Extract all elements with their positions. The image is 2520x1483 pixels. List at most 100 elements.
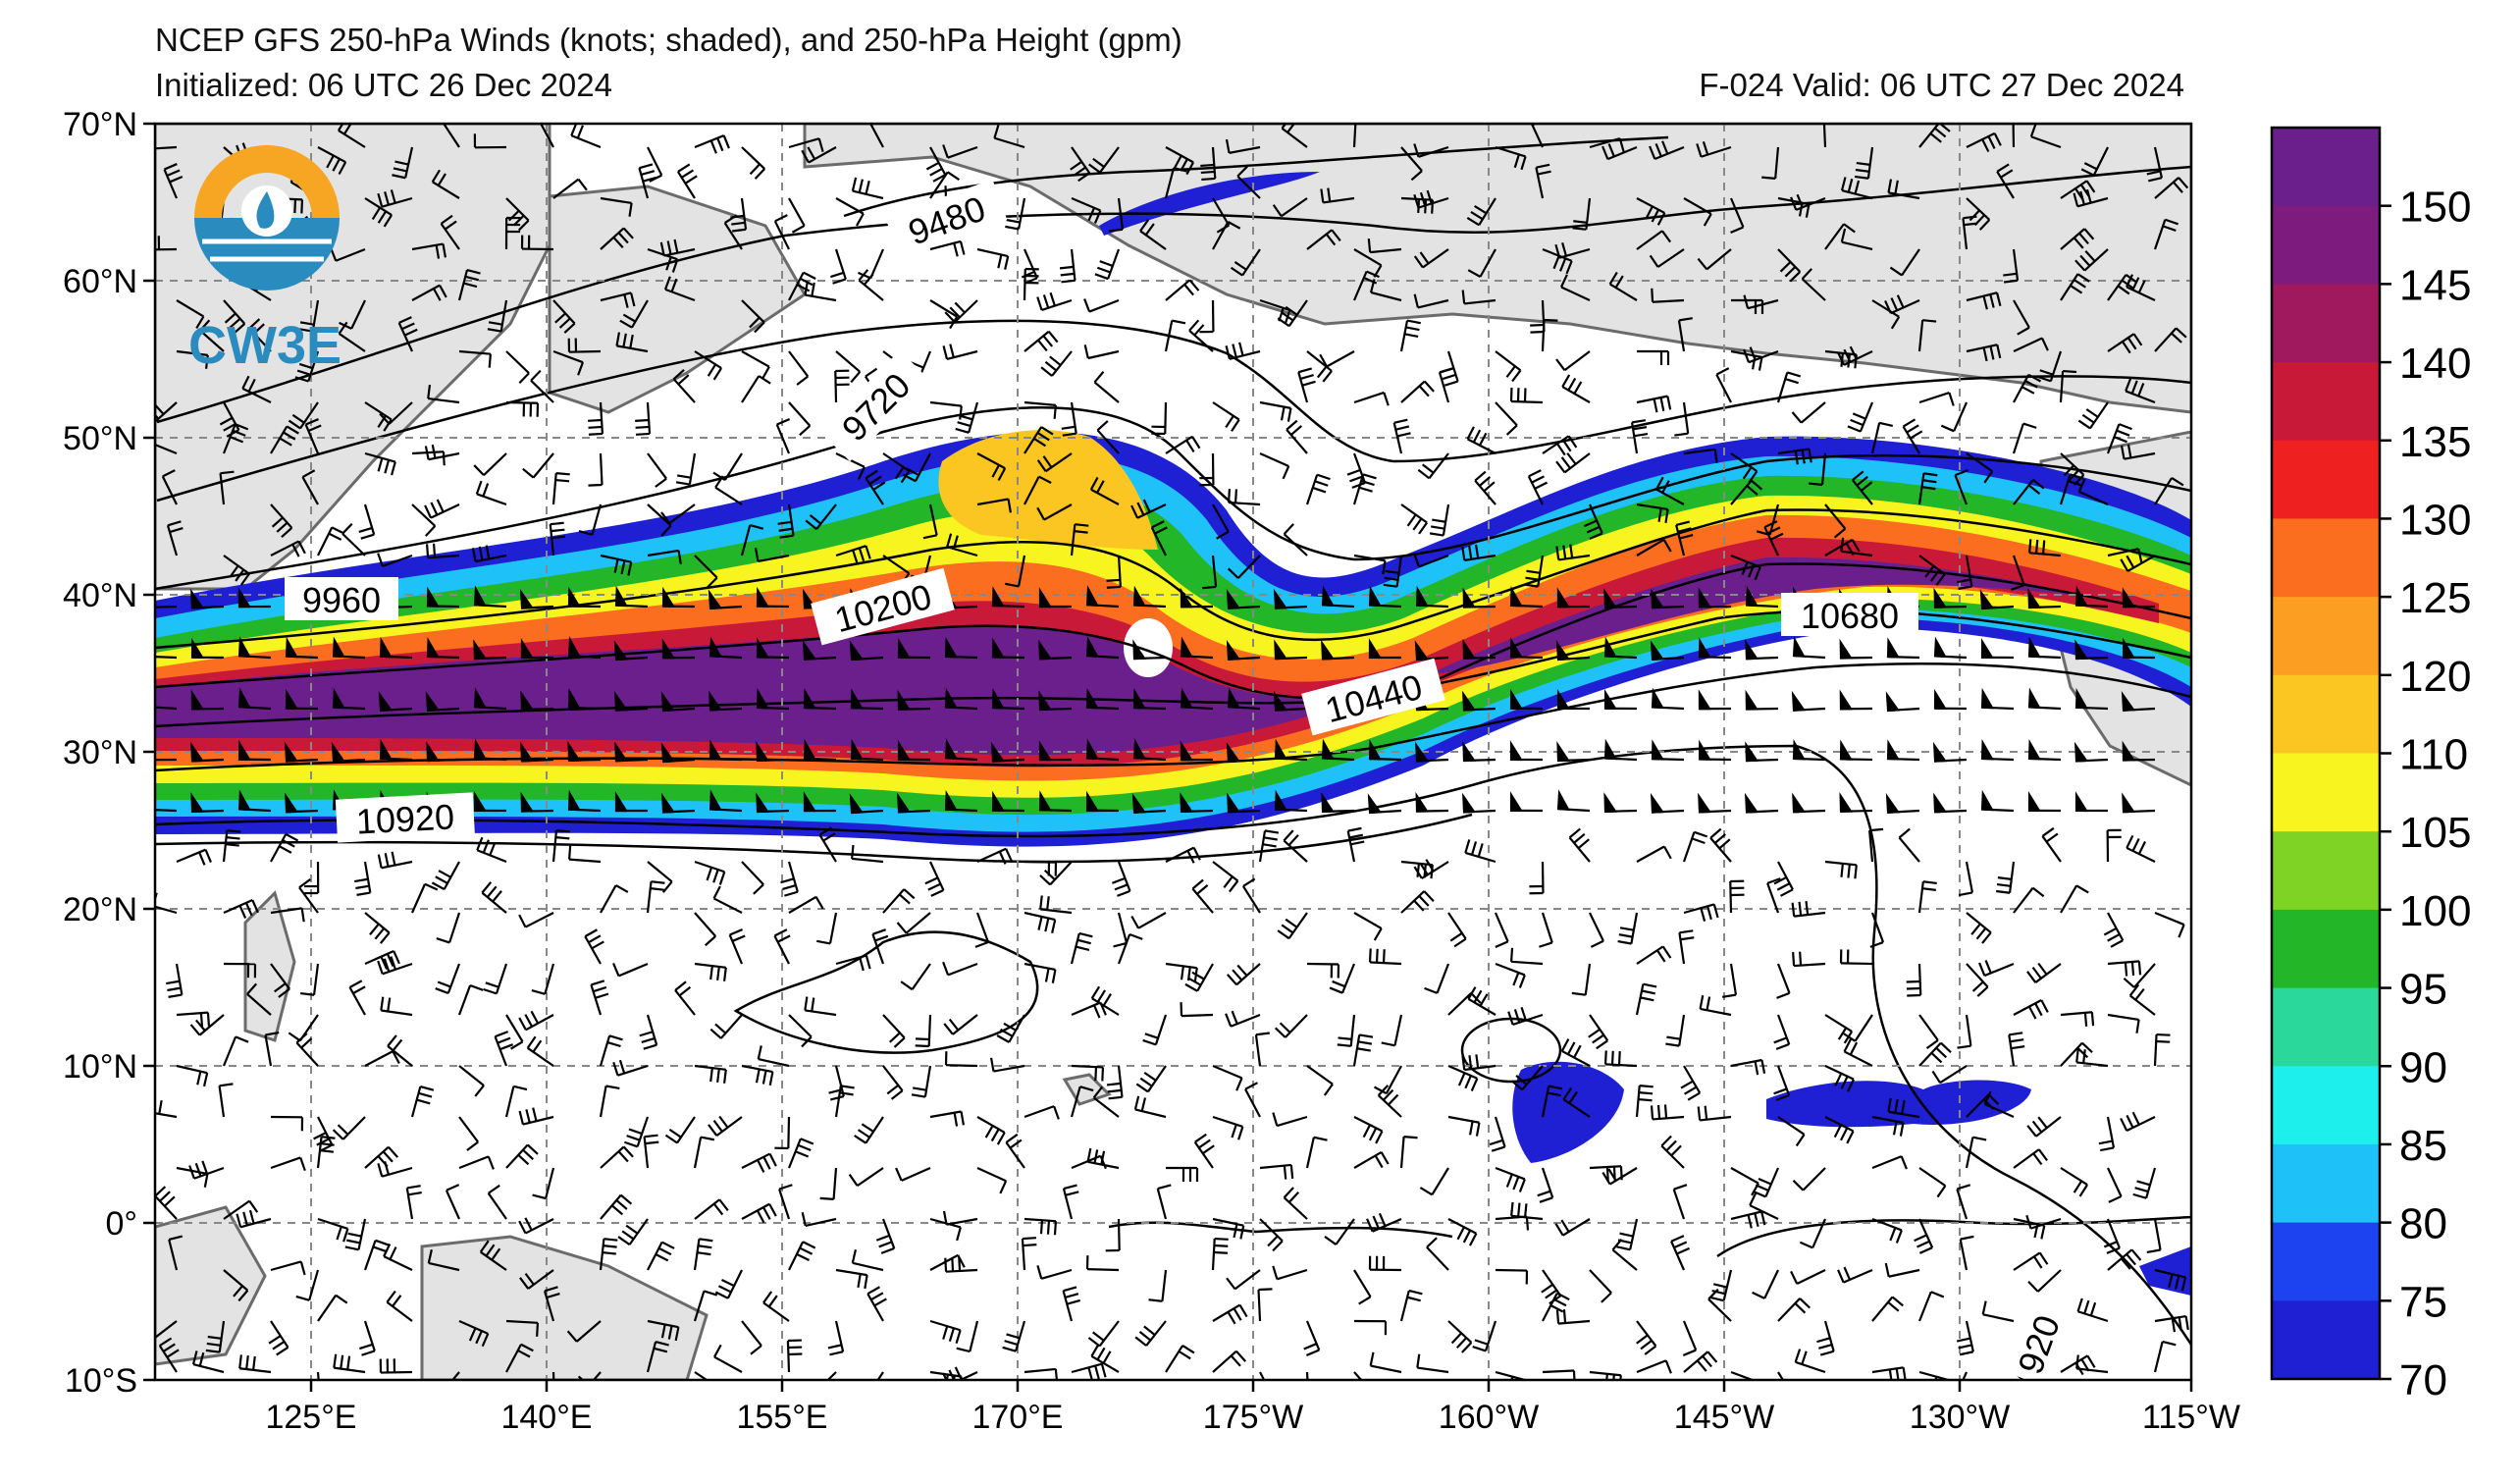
- wind-barb: [2126, 834, 2156, 863]
- wind-barb: [2013, 999, 2049, 1020]
- wind-barb: [1510, 1065, 1544, 1091]
- wind-barb: [925, 146, 947, 183]
- wind-barb: [295, 1269, 320, 1301]
- wind-barb: [158, 1337, 180, 1373]
- wind-barb: [1559, 274, 1591, 301]
- wind-barb: [567, 741, 602, 762]
- wind-barb: [1165, 962, 1198, 982]
- colorbar-tick-label: 110: [2399, 731, 2468, 779]
- logo-text: CW3E: [188, 316, 341, 375]
- wind-barb: [803, 738, 837, 762]
- lon-label: 130°W: [1910, 1399, 2010, 1436]
- wind-barb: [270, 503, 293, 538]
- wind-barb: [741, 1320, 762, 1355]
- wind-barb: [1199, 299, 1215, 334]
- wind-barb: [2059, 473, 2084, 505]
- wind-barb: [1368, 1255, 1402, 1272]
- wind-barb: [709, 690, 743, 712]
- wind-barb: [270, 425, 299, 454]
- wind-barb: [600, 196, 633, 217]
- wind-barb: [1792, 951, 1826, 968]
- wind-barb: [1132, 585, 1167, 609]
- wind-barb: [612, 962, 649, 978]
- lon-label: 175°W: [1203, 1399, 1303, 1436]
- tropical-blob-1: [1512, 1061, 1624, 1163]
- wind-barb: [285, 636, 319, 660]
- wind-barb: [1871, 1217, 1903, 1244]
- wind-barb: [1871, 1296, 1904, 1322]
- wind-barb: [588, 401, 604, 436]
- wind-barb: [1745, 585, 1779, 609]
- wind-barb: [1843, 1038, 1873, 1067]
- wind-barb: [405, 1185, 422, 1220]
- wind-barb: [787, 1138, 814, 1169]
- wind-barb: [1799, 1218, 1827, 1249]
- wind-barb: [358, 503, 376, 540]
- wind-barb: [270, 1156, 306, 1172]
- wind-barb: [694, 1198, 729, 1220]
- wind-barb: [155, 1098, 178, 1119]
- wind-barb: [756, 637, 790, 660]
- wind-barb: [1225, 342, 1261, 360]
- wind-barb: [1462, 638, 1496, 660]
- wind-barb: [1556, 741, 1591, 763]
- wind-barb: [2154, 327, 2187, 352]
- wind-barb: [1321, 639, 1355, 661]
- wind-barb: [2027, 588, 2062, 609]
- wind-barb: [803, 791, 837, 813]
- wind-barb: [1413, 248, 1449, 269]
- wind-barb: [1636, 197, 1666, 226]
- wind-barb: [2153, 218, 2179, 250]
- wind-barb: [624, 1116, 650, 1148]
- wind-barb: [1677, 317, 1693, 352]
- wind-barb: [1353, 1371, 1363, 1380]
- wind-barb: [1776, 963, 1791, 999]
- wind-barb: [2013, 373, 2042, 403]
- wind-barb: [317, 146, 347, 176]
- wind-barb: [818, 826, 837, 863]
- wind-barb: [835, 545, 871, 564]
- wind-barb: [222, 829, 241, 863]
- wind-barb: [976, 1116, 1006, 1145]
- wind-barb: [1933, 688, 1968, 711]
- wind-barb: [756, 792, 790, 814]
- wind-barb: [2103, 912, 2125, 948]
- wind-barb: [457, 268, 481, 301]
- wind-barb: [850, 688, 884, 711]
- wind-barb: [1381, 1014, 1403, 1047]
- wind-barb: [520, 741, 554, 763]
- wind-barb: [1603, 636, 1638, 660]
- wind-barb: [1225, 138, 1261, 154]
- wind-barb: [897, 792, 931, 814]
- wind-barb: [155, 443, 178, 455]
- wind-barb: [803, 688, 837, 711]
- wind-barb: [1603, 1050, 1638, 1068]
- wind-barb: [1650, 640, 1685, 661]
- wind-barb: [1886, 637, 1920, 660]
- wind-barb: [600, 554, 633, 576]
- wind-barb: [458, 1065, 485, 1097]
- wind-barb: [1259, 1371, 1266, 1380]
- wind-barb: [1651, 739, 1685, 762]
- wind-barb: [780, 861, 799, 897]
- wind-barb: [1447, 1064, 1479, 1092]
- wind-barb: [1933, 792, 1968, 814]
- wind-barb: [2013, 1148, 2048, 1169]
- wind-barb: [380, 996, 413, 1017]
- wind-barb: [378, 691, 413, 713]
- wind-barb: [567, 636, 602, 660]
- wind-barb: [1202, 555, 1218, 590]
- wind-barb: [778, 1184, 793, 1220]
- wind-barb: [532, 1167, 555, 1200]
- colorbar-tick-label: 90: [2399, 1043, 2447, 1091]
- wind-barb: [551, 829, 571, 863]
- wind-barb: [788, 401, 812, 436]
- alaska-land: [803, 124, 2191, 414]
- wind-barb: [1699, 995, 1732, 1017]
- wind-barb: [1527, 469, 1549, 505]
- wind-barb: [976, 847, 1013, 865]
- wind-barb: [1105, 1218, 1121, 1252]
- wind-barb: [520, 638, 554, 660]
- wind-barb: [1583, 503, 1603, 540]
- wind-barb: [364, 912, 391, 944]
